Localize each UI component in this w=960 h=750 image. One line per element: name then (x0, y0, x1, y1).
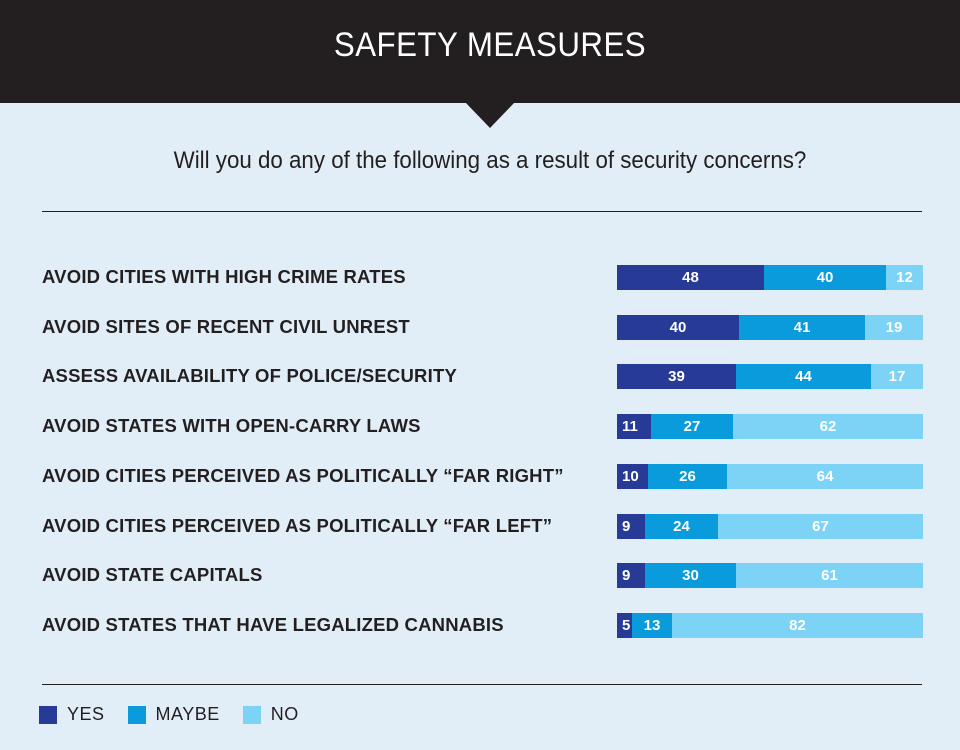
bar-segment-no: 12 (886, 265, 923, 290)
category-label: AVOID CITIES WITH HIGH CRIME RATES (42, 266, 406, 287)
legend: YES MAYBE NO (39, 704, 322, 725)
bar-segment-no: 19 (865, 315, 923, 340)
data-label: 82 (789, 617, 806, 634)
category-label: AVOID CITIES PERCEIVED AS POLITICALLY “F… (42, 465, 564, 486)
bar-segment-yes: 9 (617, 514, 645, 539)
legend-swatch-yes (39, 705, 57, 724)
bar-segment-yes: 39 (617, 364, 736, 389)
chart-title: SAFETY MEASURES (333, 26, 647, 64)
data-label: 67 (812, 518, 829, 535)
bar-segment-maybe: 40 (764, 265, 886, 290)
data-label: 27 (683, 418, 701, 435)
bar-segment-maybe: 13 (632, 613, 672, 638)
legend-label-no: NO (270, 704, 299, 724)
data-label: 26 (679, 468, 696, 485)
category-label: AVOID STATES WITH OPEN-CARRY LAWS (42, 415, 421, 436)
data-label: 10 (622, 468, 639, 485)
data-label: 30 (682, 567, 699, 584)
bar-segment-no: 17 (871, 364, 923, 389)
data-label: 40 (816, 269, 834, 286)
data-label: 17 (888, 368, 906, 385)
bar-segment-maybe: 27 (651, 414, 733, 439)
top-divider (42, 211, 922, 212)
category-label: ASSESS AVAILABILITY OF POLICE/SECURITY (42, 365, 457, 386)
legend-item-no: NO (242, 704, 299, 725)
legend-item-maybe: MAYBE (127, 704, 220, 725)
bar-segment-no: 64 (727, 464, 923, 489)
bar-segment-maybe: 30 (645, 563, 736, 588)
data-label: 19 (885, 319, 903, 336)
bottom-divider (42, 684, 922, 685)
data-label: 11 (622, 418, 638, 435)
bar-segment-yes: 11 (617, 414, 651, 439)
data-label: 62 (819, 418, 837, 435)
header-pointer (465, 102, 515, 128)
bar-segment-maybe: 26 (648, 464, 727, 489)
bar-segment-yes: 40 (617, 315, 739, 340)
data-label: 64 (816, 468, 834, 485)
legend-swatch-maybe (127, 705, 146, 724)
data-label: 48 (682, 269, 699, 286)
data-label: 5 (622, 617, 631, 634)
header-band: SAFETY MEASURES (0, 0, 960, 103)
chart-subtitle: Will you do any of the following as a re… (173, 147, 807, 174)
bar-segment-yes: 10 (617, 464, 648, 489)
bar-segment-yes: 48 (617, 265, 764, 290)
category-label: AVOID STATE CAPITALS (42, 564, 263, 585)
data-label: 9 (622, 518, 631, 535)
data-label: 61 (821, 567, 838, 584)
category-label: AVOID STATES THAT HAVE LEGALIZED CANNABI… (42, 614, 504, 635)
data-label: 44 (795, 368, 812, 385)
bar-segment-no: 62 (733, 414, 923, 439)
legend-label-maybe: MAYBE (155, 704, 220, 724)
bar-segment-no: 82 (672, 613, 923, 638)
data-label: 12 (896, 269, 913, 286)
bar-segment-no: 67 (718, 514, 923, 539)
bar-segment-no: 61 (736, 563, 923, 588)
data-label: 24 (673, 518, 690, 535)
data-label: 13 (643, 617, 661, 634)
bar-segment-maybe: 24 (645, 514, 718, 539)
bar-segment-maybe: 44 (736, 364, 871, 389)
data-label: 9 (622, 567, 631, 584)
data-label: 40 (669, 319, 687, 336)
bar-segment-maybe: 41 (739, 315, 865, 340)
category-label: AVOID SITES OF RECENT CIVIL UNREST (42, 316, 410, 337)
legend-label-yes: YES (67, 704, 105, 724)
category-label: AVOID CITIES PERCEIVED AS POLITICALLY “F… (42, 515, 553, 536)
legend-item-yes: YES (39, 704, 105, 725)
data-label: 41 (793, 319, 811, 336)
data-label: 39 (668, 368, 685, 385)
bar-segment-yes: 9 (617, 563, 645, 588)
bar-segment-yes: 5 (617, 613, 632, 638)
legend-swatch-no (242, 705, 261, 724)
